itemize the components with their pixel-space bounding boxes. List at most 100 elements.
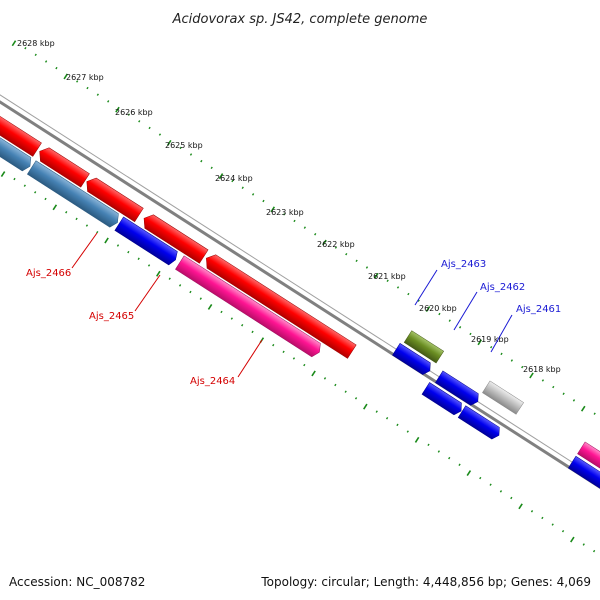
major-tick [580, 405, 586, 412]
minor-tick [76, 80, 79, 83]
major-tick [63, 73, 69, 80]
minor-tick [437, 450, 440, 453]
gene-label-ajs-2462[interactable]: Ajs_2462 [480, 282, 525, 293]
minor-tick [438, 312, 441, 316]
gene-arrow-ajs-2465[interactable] [140, 212, 209, 264]
minor-tick [85, 224, 89, 227]
minor-tick [55, 66, 58, 70]
minor-tick [179, 146, 182, 150]
tick-label: 2619 kbp [471, 335, 509, 344]
minor-tick [386, 279, 389, 282]
minor-tick [490, 345, 493, 349]
gene-label-ajs-2465[interactable]: Ajs_2465 [89, 311, 134, 322]
gene-arrow-ajs-2466a[interactable] [35, 145, 90, 188]
minor-tick [96, 93, 99, 96]
minor-tick [272, 343, 275, 347]
gene-arrow-pink-right[interactable] [577, 441, 600, 495]
tick-label: 2622 kbp [317, 240, 355, 249]
major-tick [570, 536, 575, 543]
gene-arrow-blue-2462[interactable] [435, 370, 481, 408]
major-tick [322, 239, 327, 246]
major-tick [373, 272, 379, 279]
minor-tick [354, 397, 358, 400]
minor-tick [210, 166, 213, 170]
minor-tick [231, 179, 234, 183]
minor-tick [458, 463, 461, 466]
minor-tick [34, 191, 37, 194]
minor-tick [292, 357, 296, 360]
gene-arrow-blue-right[interactable] [567, 455, 600, 513]
minor-tick [427, 443, 430, 447]
gene-arrow-gray-2461[interactable] [482, 380, 524, 415]
minor-tick [241, 324, 244, 327]
minor-tick [96, 230, 99, 234]
minor-tick [479, 476, 482, 480]
backbone-line-outer [0, 84, 600, 514]
minor-tick [365, 266, 369, 269]
minor-tick [469, 332, 472, 336]
leader-line-ajs-2465 [134, 274, 161, 312]
gene-arrow-ajs-2467[interactable] [0, 100, 42, 157]
gene-arrow-ajs-2464[interactable] [202, 251, 357, 359]
minor-tick [75, 217, 78, 221]
gene-arrow-steel-1[interactable] [0, 116, 34, 173]
minor-tick [23, 184, 26, 187]
map-title: Acidovorax sp. JS42, complete genome [172, 12, 428, 27]
gene-label-ajs-2464[interactable]: Ajs_2464 [190, 376, 235, 387]
gene-arrow-blue-row3b[interactable] [457, 405, 503, 442]
minor-tick [314, 233, 317, 236]
minor-tick [34, 53, 37, 57]
minor-tick [385, 417, 389, 420]
minor-tick [127, 250, 130, 254]
minor-tick [593, 412, 596, 415]
major-tick [115, 106, 120, 113]
minor-tick [417, 299, 420, 302]
leader-line-ajs-2461 [490, 314, 513, 353]
minor-tick [230, 317, 233, 320]
minor-tick [499, 490, 503, 493]
minor-tick [199, 297, 202, 300]
major-tick [270, 206, 276, 213]
tick-label: 2618 kbp [523, 365, 561, 374]
minor-tick [345, 252, 348, 256]
gene-label-ajs-2463[interactable]: Ajs_2463 [441, 259, 486, 270]
genome-band [0, 40, 600, 553]
leader-line-ajs-2463 [414, 269, 438, 306]
minor-tick [458, 326, 462, 329]
minor-tick [148, 126, 151, 130]
minor-tick [323, 377, 327, 380]
minor-tick [448, 456, 451, 460]
minor-tick [407, 292, 410, 296]
minor-tick [552, 385, 555, 389]
minor-tick [334, 246, 338, 249]
gene-label-ajs-2461[interactable]: Ajs_2461 [516, 304, 561, 315]
minor-tick [137, 257, 140, 260]
gene-arrow-olive-2463[interactable] [403, 330, 445, 364]
gene-arrow-blue-2463[interactable] [392, 343, 433, 376]
gene-arrow-steel-2[interactable] [26, 160, 121, 230]
minor-tick [138, 120, 141, 123]
minor-tick [521, 365, 524, 369]
major-tick [466, 470, 472, 477]
leader-line-ajs-2464 [237, 339, 263, 378]
minor-tick [116, 244, 120, 247]
minor-tick [572, 399, 576, 402]
minor-tick [147, 264, 151, 267]
gene-label-ajs-2466[interactable]: Ajs_2466 [26, 268, 71, 279]
minor-tick [541, 516, 544, 520]
major-tick [218, 173, 224, 180]
gene-arrow-ajs-2466b[interactable] [82, 175, 144, 223]
major-tick [52, 204, 58, 211]
gene-arrow-blue-row3a[interactable] [421, 382, 465, 417]
tick-label: 2626 kbp [115, 108, 153, 117]
minor-tick [13, 177, 16, 181]
gene-arrow-blue-2465[interactable] [114, 216, 180, 267]
major-tick [311, 370, 316, 377]
minor-tick [355, 259, 358, 263]
minor-tick [86, 86, 89, 90]
minor-tick [541, 379, 545, 382]
major-tick [166, 139, 172, 146]
tick-label: 2623 kbp [266, 208, 304, 217]
gene-arrow-pink-2464[interactable] [175, 255, 323, 359]
